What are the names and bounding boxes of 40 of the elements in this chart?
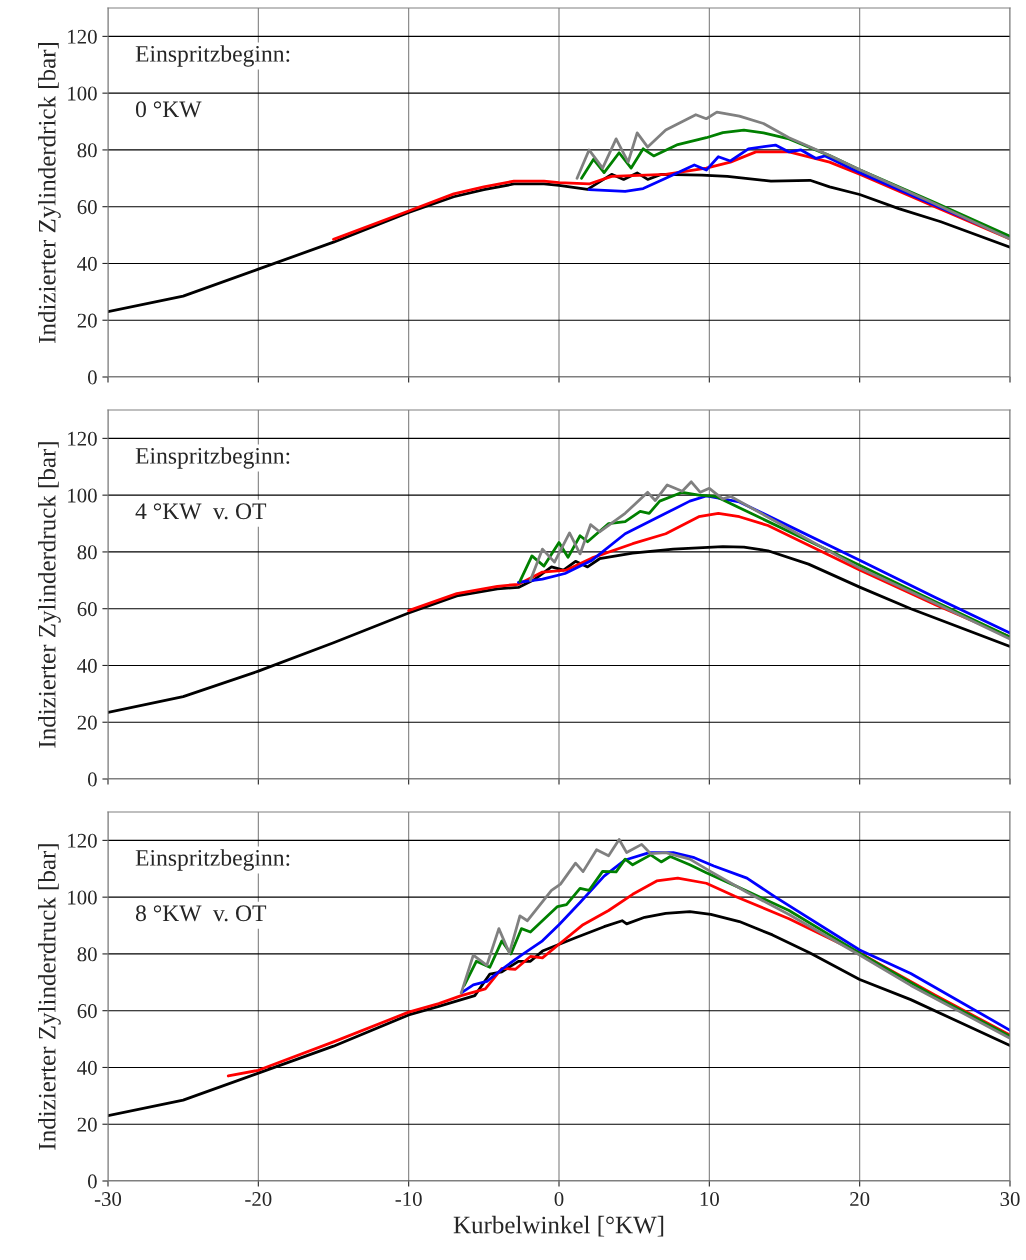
y-axis-title: Indizierter Zylinderdruck [bar] — [38, 844, 61, 1150]
y-tick-label: 60 — [77, 1004, 97, 1019]
y-tick-label: 120 — [68, 833, 97, 848]
y-tick-label: 0 — [87, 772, 97, 787]
y-tick-label: 100 — [68, 488, 97, 503]
annotation: Einspritzbeginn: — [135, 849, 290, 871]
y-tick-label: 80 — [77, 143, 97, 158]
x-tick-label: -10 — [395, 1192, 422, 1207]
y-tick-label: 60 — [77, 200, 97, 215]
y-tick-label: 0 — [87, 1174, 97, 1189]
x-tick-label: 10 — [700, 1192, 719, 1207]
y-tick-label: 60 — [77, 602, 97, 617]
y-tick-label: 40 — [77, 256, 97, 271]
y-tick-label: 120 — [68, 29, 97, 44]
annotation: Einspritzbeginn: — [135, 45, 290, 67]
y-tick-label: 20 — [77, 715, 97, 730]
x-tick-label: 30 — [1000, 1192, 1020, 1207]
y-tick-label: 100 — [68, 890, 97, 905]
y-tick-label: 100 — [68, 86, 97, 101]
y-tick-label: 20 — [77, 1117, 97, 1132]
y-axis-title: Indizierter Zylinderdrick [bar] — [38, 43, 61, 343]
line-series — [108, 171, 1010, 314]
y-tick-label: 40 — [77, 658, 97, 673]
y-tick-label: 20 — [77, 313, 97, 328]
y-tick-label: 80 — [77, 947, 97, 962]
x-tick-label: -30 — [94, 1192, 122, 1207]
x-axis-title: Kurbelwinkel [°KW] — [453, 1215, 664, 1237]
x-tick-label: 0 — [554, 1192, 564, 1207]
y-tick-label: 0 — [87, 370, 97, 385]
x-tick-label: 20 — [850, 1192, 870, 1207]
annotation: Einspritzbeginn: — [135, 447, 290, 469]
x-tick-label: -20 — [245, 1192, 272, 1207]
annotation: 4 °KW v. OT — [135, 503, 267, 520]
y-axis-title: Indizierter Zylinderdruck [bar] — [38, 442, 61, 748]
y-tick-label: 40 — [77, 1060, 97, 1075]
y-tick-label: 120 — [68, 431, 97, 446]
annotation: 8 °KW v. OT — [135, 905, 267, 922]
line-series — [108, 545, 1010, 714]
annotation: 0 °KW — [135, 101, 202, 118]
y-tick-label: 80 — [77, 545, 97, 560]
